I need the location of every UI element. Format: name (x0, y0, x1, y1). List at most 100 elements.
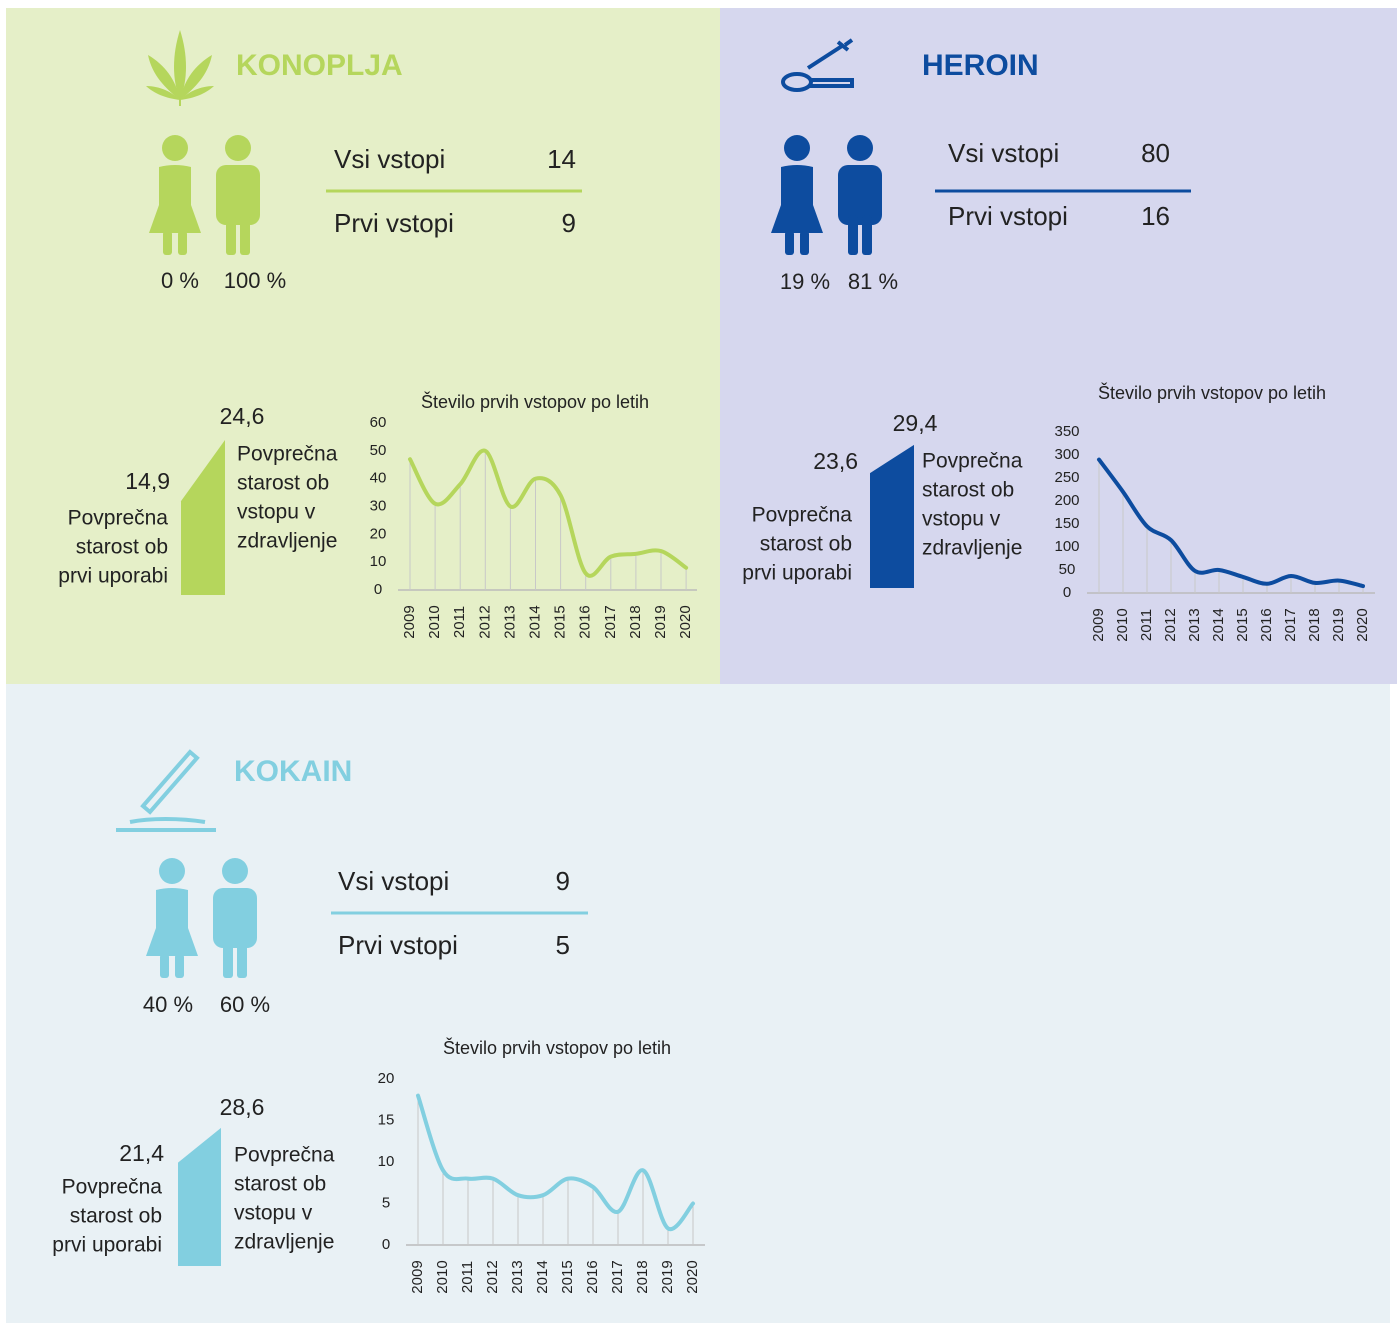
age-entry-label: Povprečna (234, 1144, 335, 1167)
cocaine-icon (116, 749, 216, 832)
x-tick-label: 2014 (526, 605, 543, 638)
x-tick-label: 2018 (627, 605, 644, 638)
person-leg (178, 231, 187, 255)
age-entry: 24,6 (220, 403, 265, 429)
x-tick-label: 2017 (602, 605, 619, 638)
stat-value: 5 (556, 930, 570, 960)
x-tick-label: 2017 (609, 1260, 626, 1293)
x-tick-label: 2020 (1354, 608, 1371, 641)
x-tick-label: 2016 (584, 1260, 601, 1293)
y-tick-label: 20 (370, 525, 387, 542)
female-pct: 19 % (780, 269, 830, 294)
x-tick-label: 2013 (509, 1260, 526, 1293)
x-tick-label: 2010 (1114, 608, 1131, 641)
panel-title: KONOPLJA (236, 49, 403, 82)
y-tick-label: 0 (374, 581, 382, 598)
stat-value: 80 (1141, 138, 1170, 168)
x-tick-label: 2009 (409, 1260, 426, 1293)
age-first-label: Povprečna (62, 1176, 163, 1199)
person-head (784, 135, 810, 161)
age-first-label: Povprečna (752, 504, 853, 527)
age-first-label: starost ob (76, 536, 168, 559)
y-tick-label: 15 (378, 1111, 395, 1128)
x-tick-label: 2011 (451, 606, 468, 638)
age-entry-label: starost ob (922, 479, 1014, 502)
person-leg (226, 215, 236, 255)
x-tick-label: 2019 (652, 605, 669, 638)
y-tick-label: 40 (370, 470, 387, 487)
y-tick-label: 10 (378, 1153, 395, 1170)
person-leg (163, 231, 172, 255)
age-first: 14,9 (125, 468, 170, 494)
person-leg (160, 954, 169, 978)
age-entry-label: zdravljenje (922, 537, 1022, 560)
panel-bg (720, 8, 1397, 684)
data-line (1097, 457, 1365, 589)
age-entry-label: vstopu v (922, 508, 1001, 531)
age-first-label: prvi uporabi (742, 562, 852, 585)
person-body (213, 888, 257, 948)
age-entry-label: zdravljenje (237, 530, 337, 553)
chart-title: Število prvih vstopov po letih (421, 391, 649, 412)
panel-title: HEROIN (922, 49, 1039, 82)
stat-label: Vsi vstopi (338, 866, 449, 896)
stat-value: 16 (1141, 201, 1170, 231)
person-leg (848, 215, 858, 255)
x-tick-label: 2012 (1162, 608, 1179, 641)
y-tick-label: 5 (382, 1194, 390, 1211)
panel-bg (6, 8, 720, 684)
stat-label: Prvi vstopi (334, 208, 454, 238)
male-pct: 100 % (224, 268, 286, 293)
stat-value: 9 (556, 866, 570, 896)
x-tick-label: 2018 (1306, 608, 1323, 641)
x-tick-label: 2010 (426, 605, 443, 638)
person-body (149, 165, 201, 233)
age-wedge (178, 1127, 221, 1266)
y-tick-label: 30 (370, 497, 387, 514)
x-tick-label: 2009 (1090, 608, 1107, 641)
age-first-label: starost ob (760, 533, 852, 556)
age-first-label: prvi uporabi (52, 1234, 162, 1257)
x-tick-label: 2015 (1234, 608, 1251, 641)
x-tick-label: 2010 (434, 1260, 451, 1293)
person-body (216, 165, 260, 225)
female-pct: 40 % (143, 992, 193, 1017)
age-first-label: Povprečna (68, 507, 169, 530)
panel-bg (6, 684, 1390, 1323)
x-tick-label: 2016 (1258, 608, 1275, 641)
y-tick-label: 200 (1054, 492, 1079, 509)
y-tick-label: 10 (370, 553, 387, 570)
x-tick-label: 2015 (559, 1260, 576, 1293)
age-first: 21,4 (119, 1140, 164, 1166)
stat-value: 14 (547, 144, 576, 174)
person-head (847, 135, 873, 161)
age-wedge (181, 440, 225, 595)
person-leg (175, 954, 184, 978)
person-leg (785, 231, 794, 255)
chart-title: Število prvih vstopov po letih (443, 1037, 671, 1058)
y-tick-label: 50 (1059, 561, 1076, 578)
age-wedge (870, 444, 914, 588)
x-tick-label: 2019 (659, 1260, 676, 1293)
age-entry-label: Povprečna (922, 450, 1023, 473)
stat-label: Prvi vstopi (338, 930, 458, 960)
panel-title: KOKAIN (234, 755, 352, 788)
y-tick-label: 350 (1054, 423, 1079, 440)
y-tick-label: 0 (1063, 584, 1071, 601)
x-tick-label: 2014 (534, 1260, 551, 1293)
age-first-label: starost ob (70, 1205, 162, 1228)
person-head (162, 135, 188, 161)
person-body (838, 165, 882, 225)
person-leg (237, 938, 247, 978)
cannabis-icon (146, 30, 214, 106)
person-head (222, 858, 248, 884)
stat-label: Prvi vstopi (948, 201, 1068, 231)
male-pct: 81 % (848, 269, 898, 294)
person-leg (862, 215, 872, 255)
x-tick-label: 2013 (1186, 608, 1203, 641)
x-tick-label: 2016 (577, 605, 594, 638)
x-tick-label: 2012 (484, 1260, 501, 1293)
y-tick-label: 150 (1054, 515, 1079, 532)
y-tick-label: 50 (370, 442, 387, 459)
